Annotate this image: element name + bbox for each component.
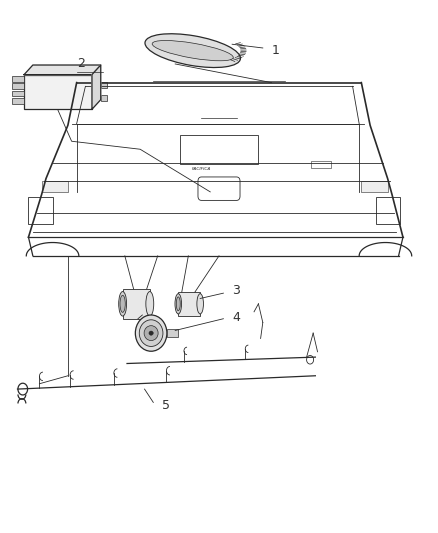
Ellipse shape bbox=[197, 294, 203, 314]
Bar bbox=[12, 83, 24, 89]
Ellipse shape bbox=[145, 34, 240, 68]
Bar bbox=[376, 197, 400, 224]
Bar bbox=[123, 289, 150, 319]
Bar bbox=[167, 329, 178, 337]
Bar bbox=[180, 134, 258, 164]
Bar bbox=[42, 181, 68, 192]
Ellipse shape bbox=[139, 320, 163, 346]
Polygon shape bbox=[92, 65, 101, 109]
Bar bbox=[101, 95, 107, 101]
Text: 4: 4 bbox=[232, 311, 240, 324]
Ellipse shape bbox=[119, 292, 127, 316]
Ellipse shape bbox=[146, 292, 154, 316]
Bar bbox=[178, 292, 200, 316]
Polygon shape bbox=[24, 65, 101, 75]
Ellipse shape bbox=[135, 315, 167, 351]
Ellipse shape bbox=[152, 41, 233, 61]
Ellipse shape bbox=[176, 297, 180, 311]
FancyBboxPatch shape bbox=[24, 75, 92, 109]
Ellipse shape bbox=[144, 326, 158, 341]
Bar bbox=[311, 161, 331, 168]
Text: 3: 3 bbox=[232, 284, 240, 297]
Bar bbox=[28, 197, 53, 224]
Text: 5: 5 bbox=[162, 399, 170, 411]
Ellipse shape bbox=[120, 295, 125, 312]
Bar bbox=[12, 98, 24, 104]
Bar bbox=[361, 181, 388, 192]
Ellipse shape bbox=[175, 294, 181, 314]
FancyBboxPatch shape bbox=[198, 177, 240, 200]
Bar bbox=[12, 91, 24, 96]
Ellipse shape bbox=[149, 331, 153, 335]
Bar bbox=[12, 76, 24, 82]
Bar bbox=[101, 82, 107, 88]
Text: 2: 2 bbox=[77, 58, 85, 70]
Text: PACIFICA: PACIFICA bbox=[192, 167, 211, 172]
Text: 1: 1 bbox=[272, 44, 279, 57]
